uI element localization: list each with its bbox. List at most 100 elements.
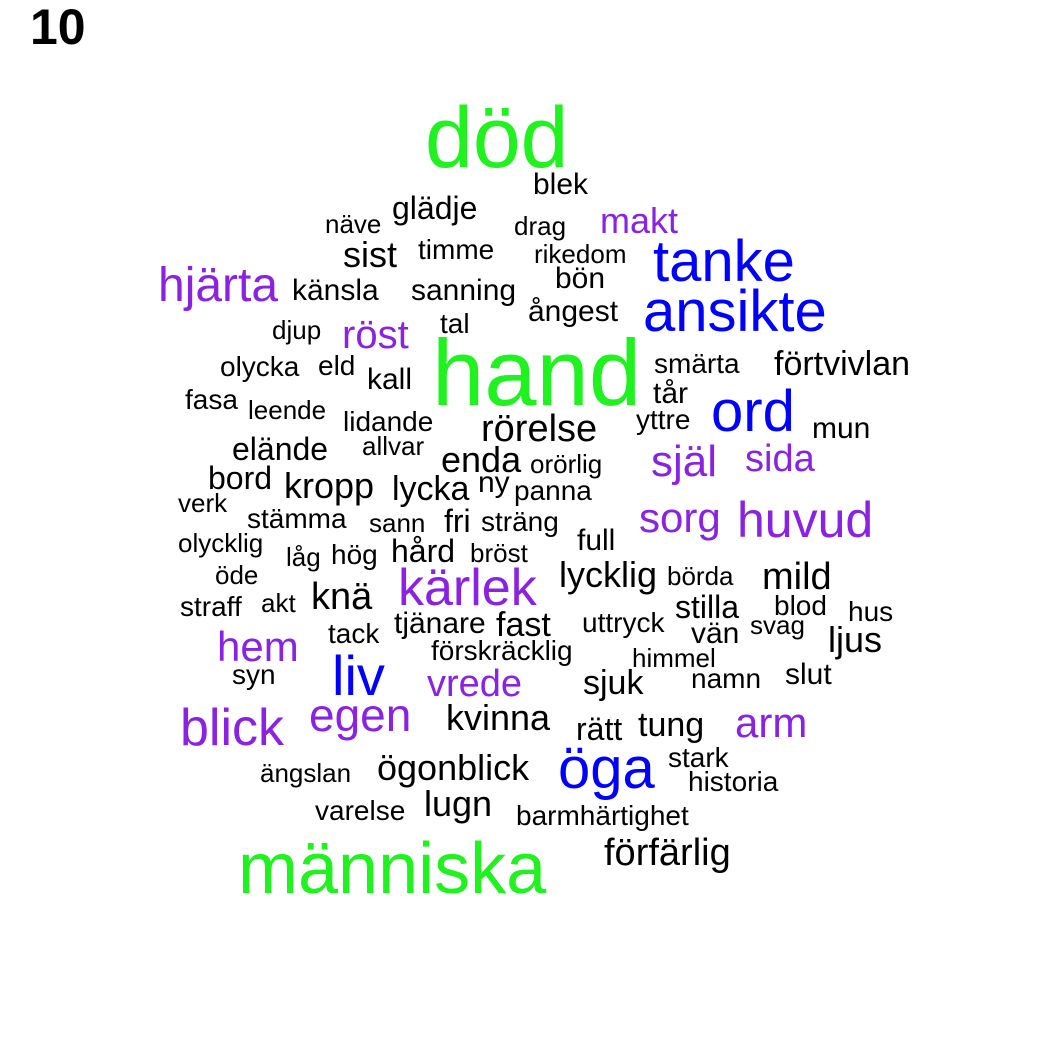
cloud-word-olycklig: olycklig bbox=[178, 528, 264, 558]
cloud-word-sorg: sorg bbox=[639, 494, 721, 541]
cloud-word-hjarta: hjärta bbox=[158, 259, 279, 312]
cloud-word-kall: kall bbox=[367, 363, 413, 396]
cloud-word-ord: ord bbox=[711, 379, 795, 444]
cloud-word-vrede: vrede bbox=[427, 663, 523, 705]
cloud-word-ogonblick: ögonblick bbox=[377, 747, 530, 788]
cloud-word-makt: makt bbox=[600, 200, 679, 241]
cloud-word-tar: tår bbox=[653, 377, 689, 410]
cloud-word-lycklig: lycklig bbox=[559, 554, 658, 595]
cloud-word-himmel: himmel bbox=[632, 643, 716, 673]
cloud-word-liv: liv bbox=[332, 644, 385, 707]
cloud-word-eld: eld bbox=[318, 350, 356, 381]
cloud-word-ansikte: ansikte bbox=[643, 279, 827, 344]
cloud-word-angest: ångest bbox=[528, 295, 619, 328]
cloud-word-karlek: kärlek bbox=[398, 559, 537, 617]
cloud-word-akt: akt bbox=[261, 588, 296, 618]
cloud-word-ode: öde bbox=[215, 560, 259, 590]
page-number: 10 bbox=[30, 0, 86, 55]
cloud-word-full: full bbox=[577, 524, 616, 557]
cloud-word-panna: panna bbox=[514, 475, 592, 506]
cloud-word-slut: slut bbox=[785, 658, 832, 691]
cloud-word-tung: tung bbox=[638, 706, 705, 744]
cloud-word-sjuk: sjuk bbox=[583, 664, 644, 702]
cloud-word-enda: enda bbox=[441, 439, 522, 480]
cloud-word-kansla: känsla bbox=[292, 274, 379, 307]
cloud-word-van: vän bbox=[691, 617, 740, 650]
cloud-word-sida: sida bbox=[745, 438, 815, 480]
cloud-word-uttryck: uttryck bbox=[582, 607, 665, 638]
cloud-word-djup: djup bbox=[272, 315, 322, 345]
cloud-word-angslan: ängslan bbox=[260, 758, 352, 788]
cloud-word-mild: mild bbox=[762, 556, 832, 598]
cloud-word-sanning: sanning bbox=[411, 274, 517, 307]
cloud-word-dod: död bbox=[425, 90, 569, 186]
cloud-word-strang: sträng bbox=[481, 506, 559, 537]
cloud-word-ny: ny bbox=[478, 466, 510, 499]
cloud-word-bord: bord bbox=[208, 460, 273, 496]
cloud-word-ljus: ljus bbox=[828, 619, 883, 660]
cloud-word-drag: drag bbox=[514, 211, 567, 241]
cloud-word-svag: svag bbox=[750, 610, 805, 640]
cloud-word-rikedom: rikedom bbox=[534, 239, 627, 269]
cloud-word-lidande: lidande bbox=[343, 406, 434, 437]
cloud-word-hem: hem bbox=[217, 623, 299, 670]
cloud-word-elande: elände bbox=[232, 431, 329, 467]
cloud-word-blek: blek bbox=[533, 168, 589, 201]
cloud-word-hus: hus bbox=[848, 596, 894, 627]
cloud-word-huvud: huvud bbox=[737, 492, 874, 548]
cloud-word-timme: timme bbox=[418, 234, 495, 265]
cloud-word-tack: tack bbox=[328, 618, 380, 649]
cloud-word-stark: stark bbox=[668, 742, 729, 773]
cloud-word-hog: hög bbox=[331, 539, 378, 570]
cloud-word-forskracklig: förskräcklig bbox=[431, 635, 573, 666]
cloud-word-bon: bön bbox=[555, 262, 606, 295]
cloud-word-lag: låg bbox=[286, 542, 321, 572]
cloud-word-gladje: glädje bbox=[392, 190, 478, 226]
cloud-word-hard: hård bbox=[391, 533, 456, 569]
cloud-word-straff: straff bbox=[180, 591, 242, 622]
cloud-word-sjal: själ bbox=[651, 437, 718, 486]
cloud-word-tjanare: tjänare bbox=[394, 607, 486, 640]
cloud-word-barmhartighet: barmhärtighet bbox=[516, 800, 689, 831]
cloud-word-oga: öga bbox=[558, 736, 655, 801]
cloud-word-rost: röst bbox=[342, 313, 409, 357]
cloud-word-arm: arm bbox=[735, 699, 808, 746]
cloud-word-kna: knä bbox=[311, 576, 373, 618]
cloud-word-kvinna: kvinna bbox=[446, 697, 551, 738]
cloud-word-yttre: yttre bbox=[636, 404, 691, 435]
cloud-word-fasa: fasa bbox=[185, 384, 238, 415]
cloud-word-manniska: människa bbox=[238, 829, 547, 909]
cloud-word-hand: hand bbox=[432, 320, 642, 425]
cloud-word-rorelse: rörelse bbox=[481, 408, 598, 450]
cloud-word-ororlig: orörlig bbox=[530, 449, 603, 479]
cloud-word-leende: leende bbox=[248, 395, 327, 425]
cloud-word-ratt: rätt bbox=[576, 711, 623, 747]
cloud-word-fortvivlan: förtvivlan bbox=[774, 345, 911, 383]
cloud-word-syn: syn bbox=[232, 659, 276, 690]
cloud-word-blod: blod bbox=[774, 590, 827, 621]
cloud-word-lycka: lycka bbox=[392, 470, 470, 508]
cloud-word-brost: bröst bbox=[470, 538, 528, 568]
cloud-word-olycka: olycka bbox=[220, 351, 300, 382]
cloud-word-blick: blick bbox=[180, 699, 285, 757]
cloud-word-lugn: lugn bbox=[424, 783, 493, 824]
cloud-word-stamma: stämma bbox=[247, 503, 347, 534]
cloud-word-fri: fri bbox=[444, 503, 471, 539]
cloud-word-egen: egen bbox=[309, 689, 412, 741]
cloud-word-borda: börda bbox=[667, 561, 734, 591]
cloud-word-fast: fast bbox=[496, 606, 551, 644]
cloud-word-stilla: stilla bbox=[675, 589, 740, 625]
cloud-word-sist: sist bbox=[343, 234, 397, 275]
cloud-word-nave: näve bbox=[325, 209, 382, 239]
cloud-word-forfarlig: förfärlig bbox=[604, 832, 731, 874]
cloud-word-mun: mun bbox=[812, 412, 871, 445]
cloud-word-tanke: tanke bbox=[653, 229, 795, 294]
cloud-word-allvar: allvar bbox=[362, 431, 425, 461]
cloud-word-sann: sann bbox=[369, 508, 426, 538]
cloud-word-historia: historia bbox=[688, 766, 779, 797]
cloud-word-namn: namn bbox=[691, 663, 762, 694]
cloud-word-smarta: smärta bbox=[654, 348, 740, 379]
cloud-word-varelse: varelse bbox=[315, 795, 406, 826]
cloud-word-kropp: kropp bbox=[284, 465, 375, 506]
